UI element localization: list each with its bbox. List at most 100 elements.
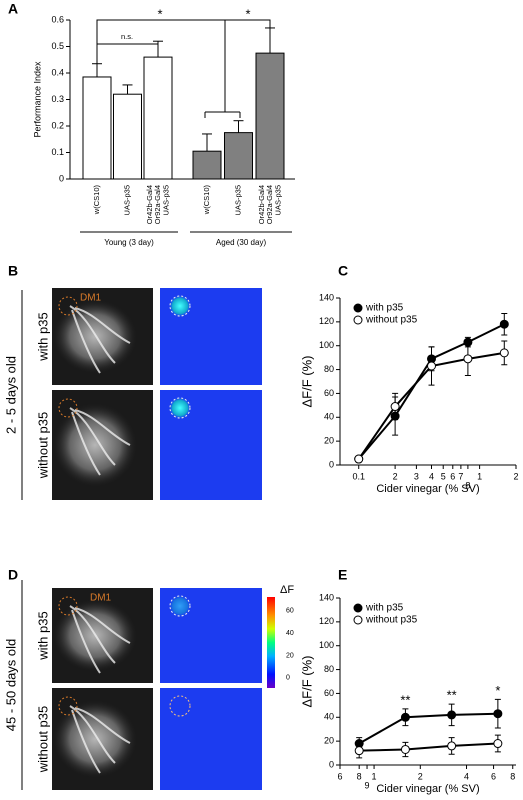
- error-cap: [494, 698, 501, 729]
- panel-label: B: [8, 263, 18, 279]
- heat-spot: [169, 295, 191, 317]
- error-cap: [428, 346, 435, 386]
- x-tick-label: 1: [372, 771, 377, 781]
- roi: [58, 296, 78, 316]
- brain-glow: [53, 299, 137, 374]
- heatmap: [160, 688, 262, 790]
- point: [390, 411, 400, 421]
- x-tick-label: 1: [477, 471, 482, 481]
- bar: [192, 150, 222, 180]
- error-cap: [448, 703, 455, 727]
- x-tick-label: 9: [365, 780, 370, 790]
- y-tick-label: 0: [329, 459, 334, 469]
- x-axis-label: Cider vinegar (% SV): [376, 783, 479, 795]
- y-tick-label: 0.3: [51, 94, 64, 104]
- legend-marker: [353, 303, 363, 313]
- point: [447, 741, 457, 751]
- x-tick-label: 4: [464, 771, 469, 781]
- brain-fibers: [69, 705, 131, 774]
- bar: [82, 76, 112, 180]
- error-cap: [448, 737, 455, 755]
- series-line: [359, 742, 498, 752]
- y-tick-label: 100: [319, 640, 334, 650]
- bar: [143, 56, 173, 180]
- y-tick-label: 100: [319, 340, 334, 350]
- panel-label: E: [338, 567, 347, 583]
- y-tick-label: 120: [319, 316, 334, 326]
- x-tick-label: 6: [491, 771, 496, 781]
- x-tick-label: UAS-p35: [122, 185, 131, 215]
- x-tick-label: Or42b-Gal4Or92a-Gal4UAS-p35: [257, 185, 283, 224]
- point: [493, 739, 503, 749]
- x-tick-label: w(CS10): [202, 185, 211, 216]
- age-label: 45 - 50 days old: [3, 639, 18, 732]
- roi: [58, 596, 78, 616]
- legend-marker: [353, 603, 363, 613]
- x-tick-label: 2: [513, 471, 518, 481]
- colorbar-tick-label: 40: [286, 630, 294, 637]
- row-label: without p35: [35, 706, 50, 774]
- y-tick-label: 140: [319, 292, 334, 302]
- series-line: [357, 323, 505, 460]
- roi: [58, 696, 78, 716]
- panel-label: D: [8, 567, 18, 583]
- y-tick-label: 40: [324, 712, 334, 722]
- x-tick-label: 8: [510, 771, 515, 781]
- x-axis-label: Cider vinegar (% SV): [376, 483, 479, 495]
- annotation: **: [447, 688, 457, 703]
- colorbar-tick-label: 60: [286, 607, 294, 614]
- brain-fibers: [69, 407, 131, 476]
- bracket: [225, 19, 271, 28]
- legend-label: without p35: [365, 615, 418, 626]
- roi: [169, 695, 191, 717]
- y-tick-label: 40: [324, 412, 334, 422]
- y-tick-label: 0: [59, 173, 64, 183]
- x-tick-label: UAS-p35: [233, 185, 242, 215]
- error-cap: [501, 313, 508, 336]
- roi: [169, 397, 191, 419]
- colorbar-tick-label: 0: [286, 675, 290, 682]
- error-cap: [494, 734, 501, 753]
- roi: [169, 295, 191, 317]
- row-label: with p35: [35, 611, 50, 660]
- bracket: [96, 19, 241, 118]
- bar: [255, 52, 285, 180]
- point: [390, 402, 400, 412]
- group-label: Young (3 day): [104, 238, 154, 247]
- x-tick-label: 8: [357, 771, 362, 781]
- brain-fibers: [69, 305, 131, 374]
- point: [499, 319, 509, 329]
- legend-label: with p35: [365, 603, 404, 614]
- y-tick-label: 0.5: [51, 41, 64, 51]
- point: [354, 746, 364, 756]
- annotation: *: [245, 6, 250, 21]
- y-tick-label: 80: [324, 664, 334, 674]
- point: [400, 712, 410, 722]
- row-label: without p35: [35, 412, 50, 480]
- brain-glow: [53, 403, 137, 487]
- y-axis-label: ΔF/F (%): [299, 655, 314, 707]
- x-tick-label: 2: [393, 471, 398, 481]
- y-tick-label: 0.6: [51, 14, 64, 24]
- bar: [224, 132, 253, 180]
- point: [427, 361, 437, 371]
- annotation: *: [157, 6, 162, 21]
- row-label: with p35: [35, 312, 50, 361]
- y-axis-label: Performance Index: [32, 61, 42, 138]
- x-tick-label: 0.1: [352, 471, 365, 481]
- colorbar-tick-label: 20: [286, 652, 294, 659]
- point: [493, 709, 503, 719]
- y-tick-label: 0.1: [51, 147, 64, 157]
- roi: [58, 398, 78, 418]
- series-line: [358, 712, 498, 745]
- y-tick-label: 120: [319, 616, 334, 626]
- annotation: *: [495, 683, 500, 698]
- x-tick-label: 6: [450, 471, 455, 481]
- x-tick-label: 5: [441, 471, 446, 481]
- heat-spot: [169, 595, 191, 617]
- x-tick-label: 7: [458, 471, 463, 481]
- roi: [169, 595, 191, 617]
- point: [499, 348, 509, 358]
- point: [354, 454, 364, 464]
